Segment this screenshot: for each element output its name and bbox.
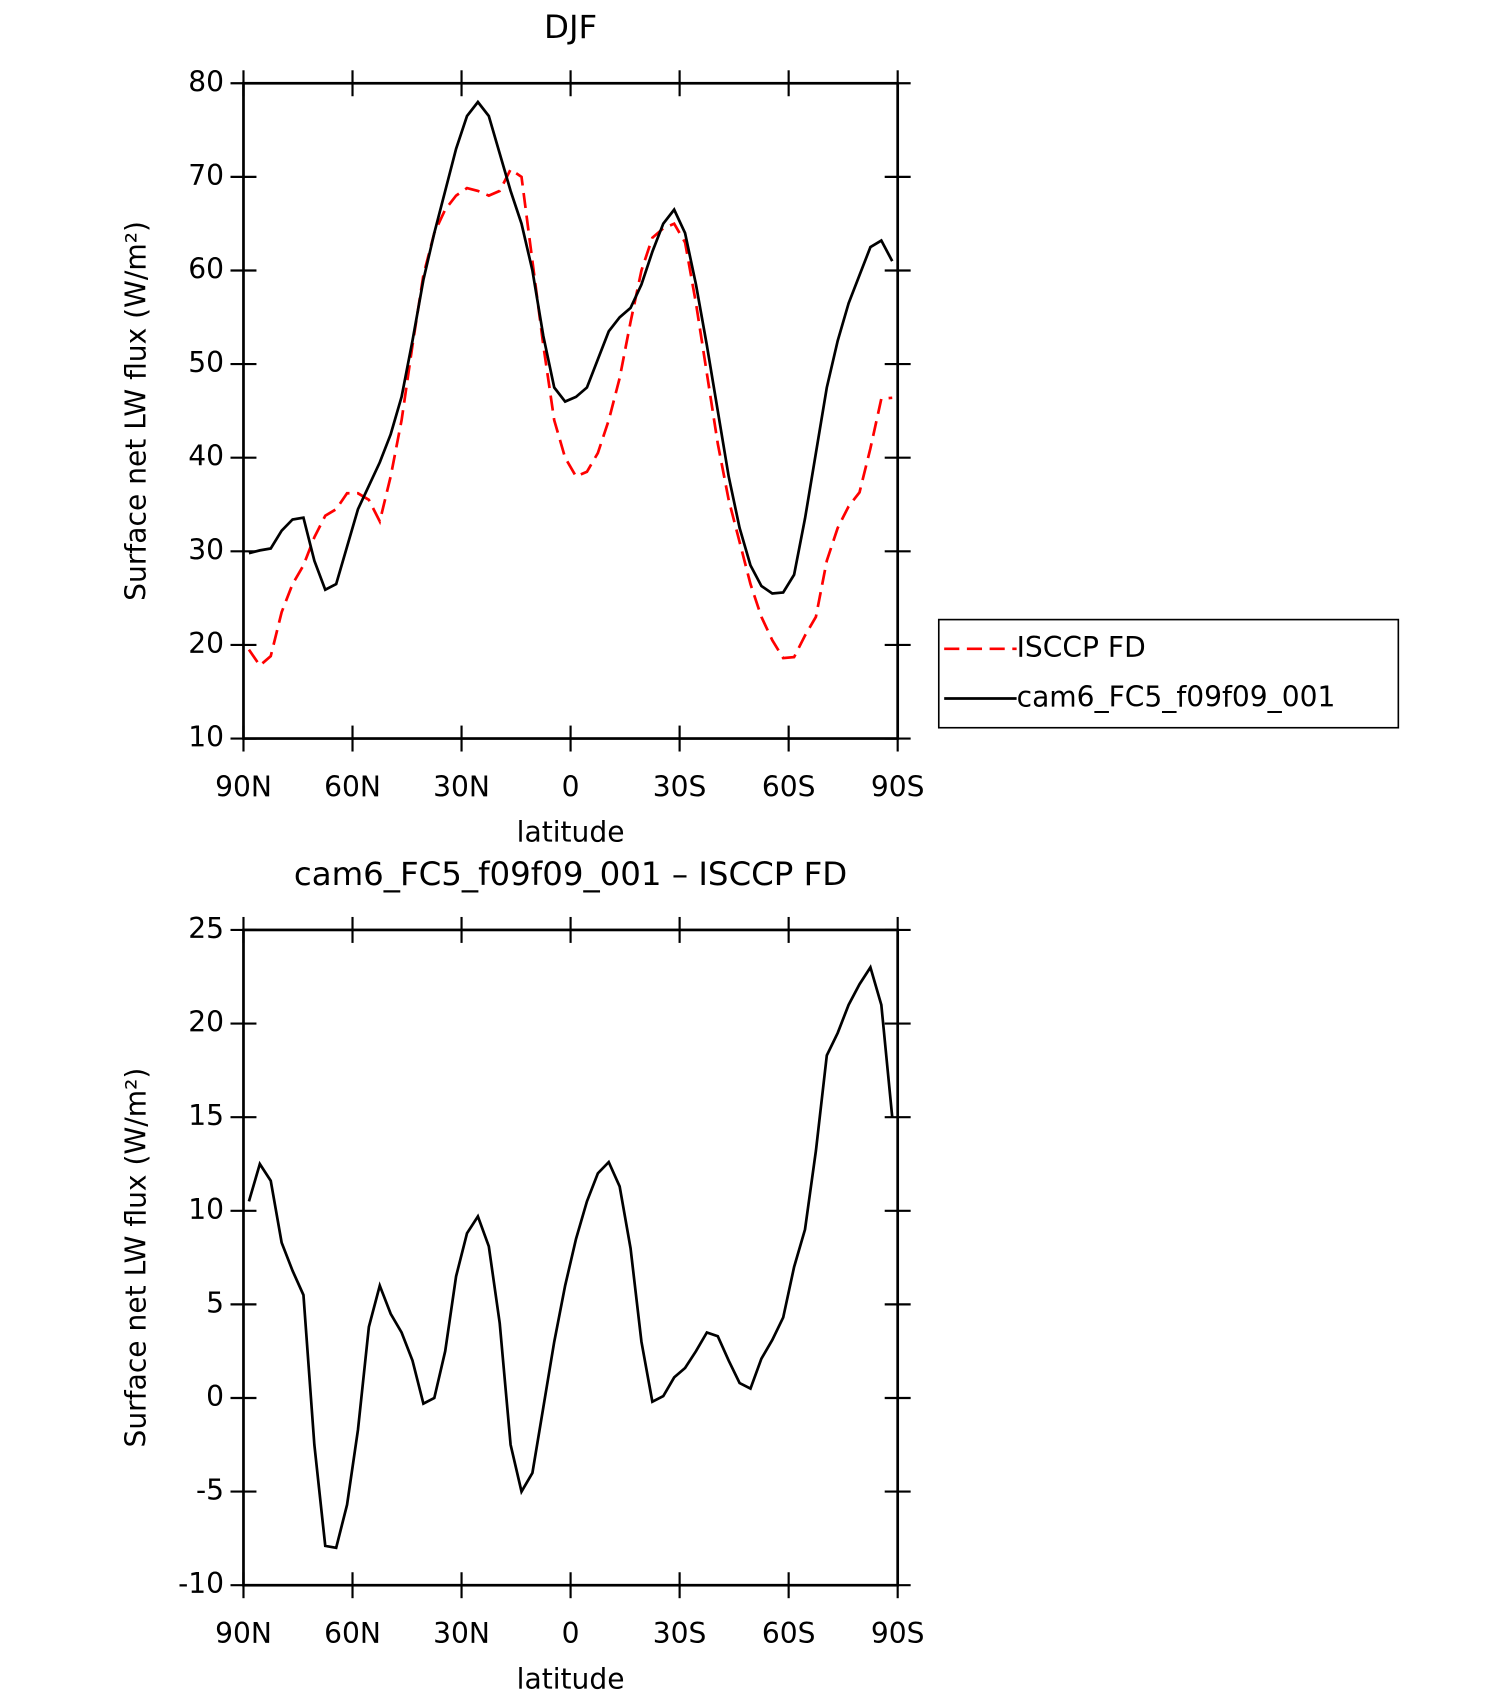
x-tick-label: 30N (433, 770, 490, 803)
legend-label: cam6_FC5_f09f09_001 (1017, 681, 1336, 714)
legend-box (937, 618, 1400, 729)
y-tick-label: 40 (188, 440, 224, 473)
plot-frame (242, 81, 900, 740)
x-tick-label: 90N (215, 1617, 272, 1650)
y-tick-label: 25 (188, 912, 224, 945)
x-tick-label: 0 (562, 1617, 580, 1650)
x-tick-label: 0 (562, 770, 580, 803)
y-tick-label: -10 (178, 1567, 224, 1600)
y-tick-label: 5 (206, 1286, 224, 1319)
chart-title: cam6_FC5_f09f09_001 – ISCCP FD (294, 855, 847, 893)
y-tick-label: 10 (188, 721, 224, 754)
x-tick-label: 60S (762, 770, 816, 803)
data-line (247, 167, 893, 668)
y-axis-label: Surface net LW flux (W/m²) (120, 221, 153, 601)
chart-title: DJF (544, 8, 597, 46)
y-tick-label: 80 (188, 65, 224, 98)
y-tick-label: 20 (188, 1006, 224, 1039)
y-tick-label: 30 (188, 533, 224, 566)
y-tick-label: 0 (206, 1380, 224, 1413)
x-tick-label: 60N (324, 1617, 381, 1650)
y-axis-label: Surface net LW flux (W/m²) (120, 1068, 153, 1448)
x-tick-label: 30N (433, 1617, 490, 1650)
x-tick-label: 30S (653, 770, 707, 803)
y-tick-label: 15 (188, 1099, 224, 1132)
data-line (247, 964, 894, 1550)
x-axis-label: latitude (517, 1662, 625, 1695)
legend-label: ISCCP FD (1017, 631, 1146, 664)
x-tick-label: 60S (762, 1617, 816, 1650)
y-tick-label: 10 (188, 1193, 224, 1226)
y-tick-label: 50 (188, 346, 224, 379)
x-tick-label: 90S (871, 770, 925, 803)
y-tick-label: 60 (188, 252, 224, 285)
x-tick-label: 30S (653, 1617, 707, 1650)
x-tick-label: 90S (871, 1617, 925, 1650)
x-tick-label: 90N (215, 770, 272, 803)
y-tick-label: 20 (188, 627, 224, 660)
x-tick-label: 60N (324, 770, 381, 803)
x-axis-label: latitude (517, 816, 625, 849)
y-tick-label: -5 (196, 1474, 224, 1507)
data-line (248, 99, 894, 595)
y-tick-label: 70 (188, 159, 224, 192)
